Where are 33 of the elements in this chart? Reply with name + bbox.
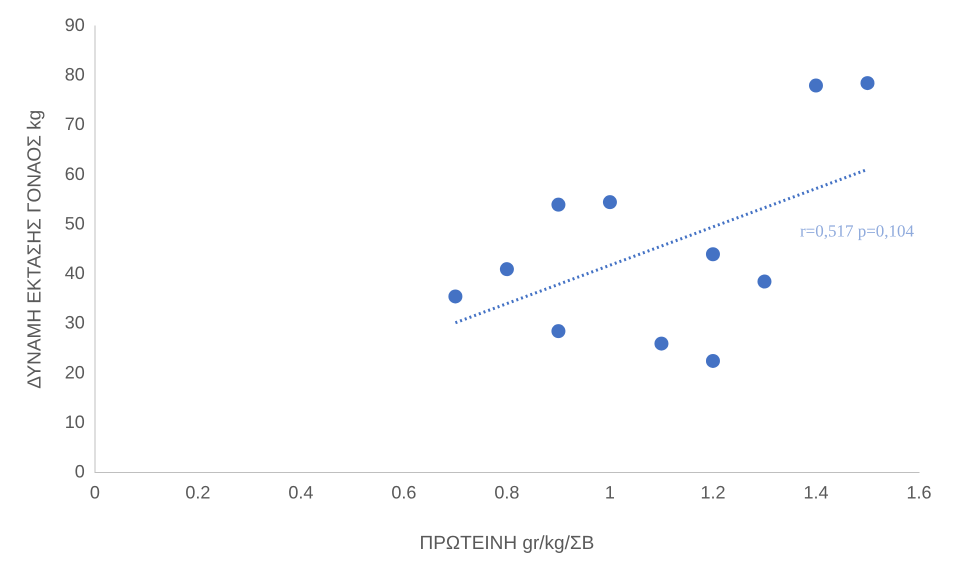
x-tick-label: 1	[604, 482, 615, 502]
point	[448, 289, 462, 304]
x-tick-label: 0.4	[288, 482, 314, 502]
x-tick-label: 0.8	[494, 482, 520, 502]
point	[757, 274, 772, 289]
y-tick-label: 20	[64, 362, 85, 382]
y-tick-label: 70	[64, 114, 85, 134]
x-tick-label: 0.6	[391, 482, 416, 502]
y-axis-title: ΔΥΝΑΜΗ ΕΚΤΑΣΗΣ ΓΟΝΑΟΣ kg	[24, 110, 46, 389]
point	[551, 198, 566, 212]
x-tick-label: 1.6	[906, 482, 932, 502]
point	[706, 354, 720, 368]
y-tick-label: 30	[64, 312, 85, 333]
point	[654, 336, 668, 351]
point	[860, 76, 874, 90]
x-tick-label: 0.2	[185, 482, 210, 502]
x-tick-label: 1.2	[700, 482, 726, 502]
x-tick-label: 0	[90, 482, 100, 502]
y-tick-label: 50	[64, 213, 85, 234]
point	[602, 195, 617, 210]
y-tick-label: 90	[64, 14, 85, 35]
y-tick-label: 60	[64, 164, 85, 184]
point	[551, 324, 566, 338]
y-tick-label: 40	[64, 263, 85, 284]
annotation: r=0,517 p=0,104	[800, 221, 915, 240]
point	[808, 78, 823, 93]
point	[706, 247, 720, 262]
y-tick-label: 80	[64, 64, 85, 85]
x-axis-title: ΠΡΩΤΕΙΝΗ gr/kg/ΣΒ	[419, 532, 594, 554]
x-tick-label: 1.4	[803, 482, 828, 502]
y-tick-label: 0	[74, 462, 85, 482]
y-tick-label: 10	[64, 412, 85, 432]
point	[500, 262, 514, 276]
